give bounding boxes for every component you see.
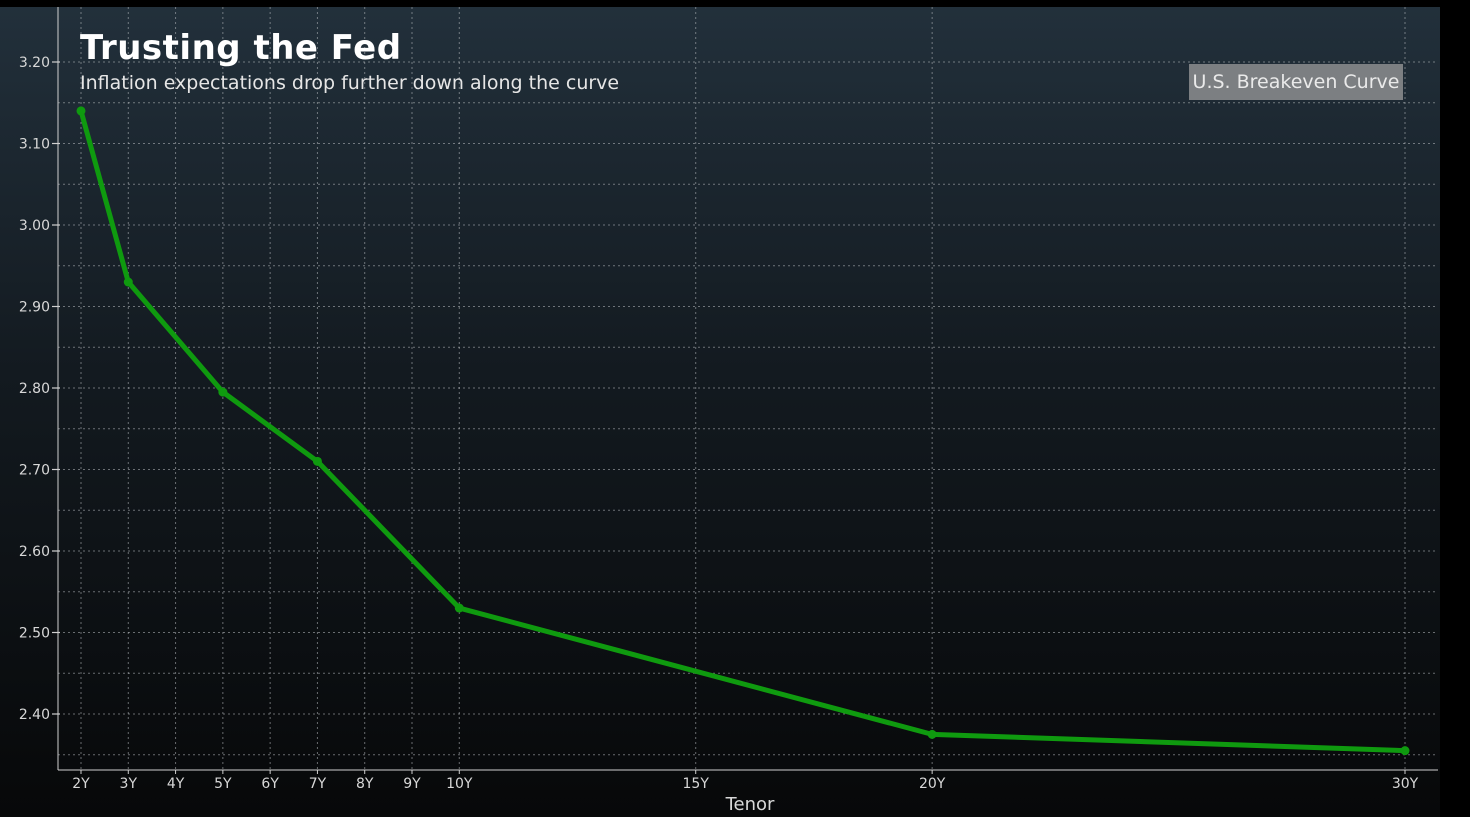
data-point: [218, 387, 228, 397]
x-tick-label: 30Y: [1392, 776, 1419, 792]
y-tick-label: 2.40: [19, 707, 50, 723]
x-axis-label: Tenor: [725, 794, 775, 815]
x-tick-label: 7Y: [309, 776, 327, 792]
x-tick-label: 4Y: [167, 776, 185, 792]
y-tick-label: 2.90: [19, 300, 50, 316]
chart-title: Trusting the Fed: [80, 28, 402, 68]
x-tick-label: 20Y: [919, 776, 946, 792]
plot-background: [0, 7, 1440, 817]
x-tick-label: 3Y: [120, 776, 138, 792]
x-tick-label: 9Y: [403, 776, 421, 792]
y-tick-label: 2.80: [19, 381, 50, 397]
x-tick-label: 6Y: [261, 776, 279, 792]
legend-item-us-breakeven-curve: U.S. Breakeven Curve: [1189, 64, 1403, 100]
x-tick-label: 8Y: [356, 776, 374, 792]
chart-subtitle: Inflation expectations drop further down…: [80, 72, 620, 94]
x-tick-label: 15Y: [683, 776, 710, 792]
data-point: [454, 603, 464, 613]
y-tick-label: 2.50: [19, 626, 50, 642]
y-tick-label: 2.60: [19, 544, 50, 560]
grid-layer: [58, 7, 1438, 770]
y-tick-label: 3.00: [19, 218, 50, 234]
data-point: [312, 456, 322, 466]
data-point: [123, 277, 133, 287]
y-tick-label: 3.10: [19, 137, 50, 153]
data-point: [76, 106, 86, 116]
data-point: [1400, 746, 1410, 756]
x-tick-label: 5Y: [214, 776, 232, 792]
series-layer: [76, 106, 1410, 756]
axis-layer: 2.40 2.50 2.60 2.70 2.80 2.90 3.00 3.10 3.20 2Y 3Y…: [19, 7, 1438, 792]
data-point: [927, 729, 937, 739]
x-tick-label: 10Y: [446, 776, 473, 792]
y-tick-label: 3.20: [19, 55, 50, 71]
x-tick-label: 2Y: [72, 776, 90, 792]
y-tick-label: 2.70: [19, 463, 50, 479]
